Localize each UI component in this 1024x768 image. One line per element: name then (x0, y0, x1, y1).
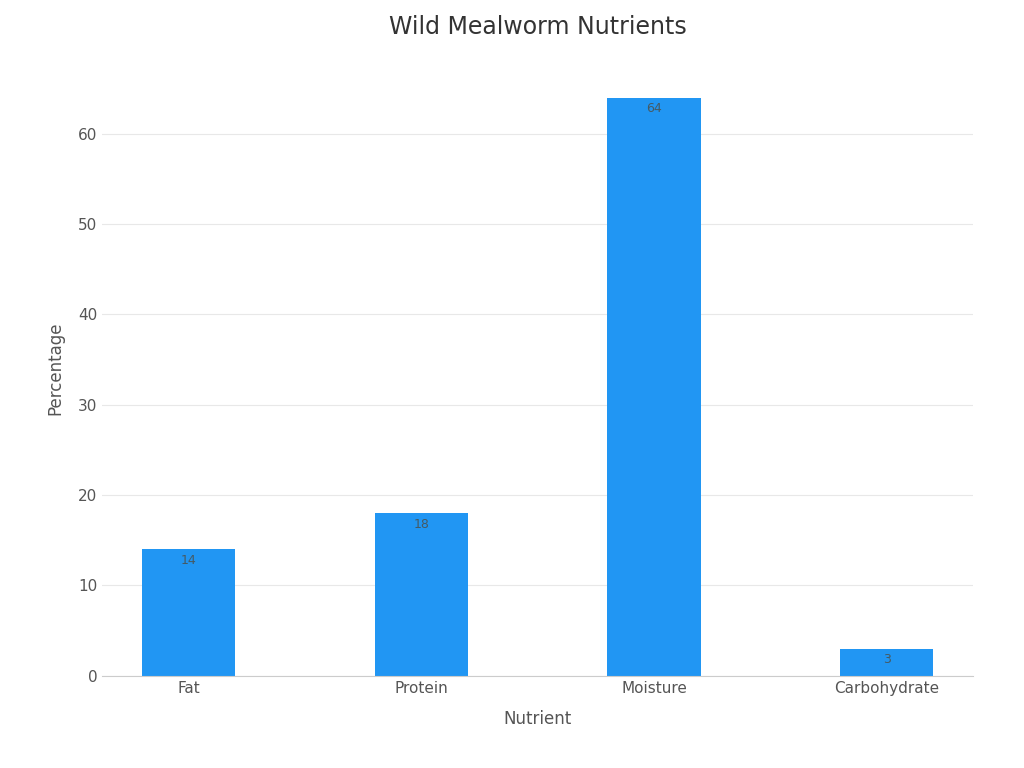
Bar (607, 98, 700, 676)
X-axis label: Nutrient: Nutrient (504, 710, 571, 727)
Bar (375, 513, 468, 676)
Bar (840, 649, 933, 676)
Text: 64: 64 (646, 102, 662, 115)
Y-axis label: Percentage: Percentage (46, 322, 65, 415)
Text: 18: 18 (414, 518, 429, 531)
Text: 3: 3 (883, 654, 891, 667)
Title: Wild Mealworm Nutrients: Wild Mealworm Nutrients (389, 15, 686, 38)
Bar (142, 549, 236, 676)
Text: 14: 14 (180, 554, 197, 567)
